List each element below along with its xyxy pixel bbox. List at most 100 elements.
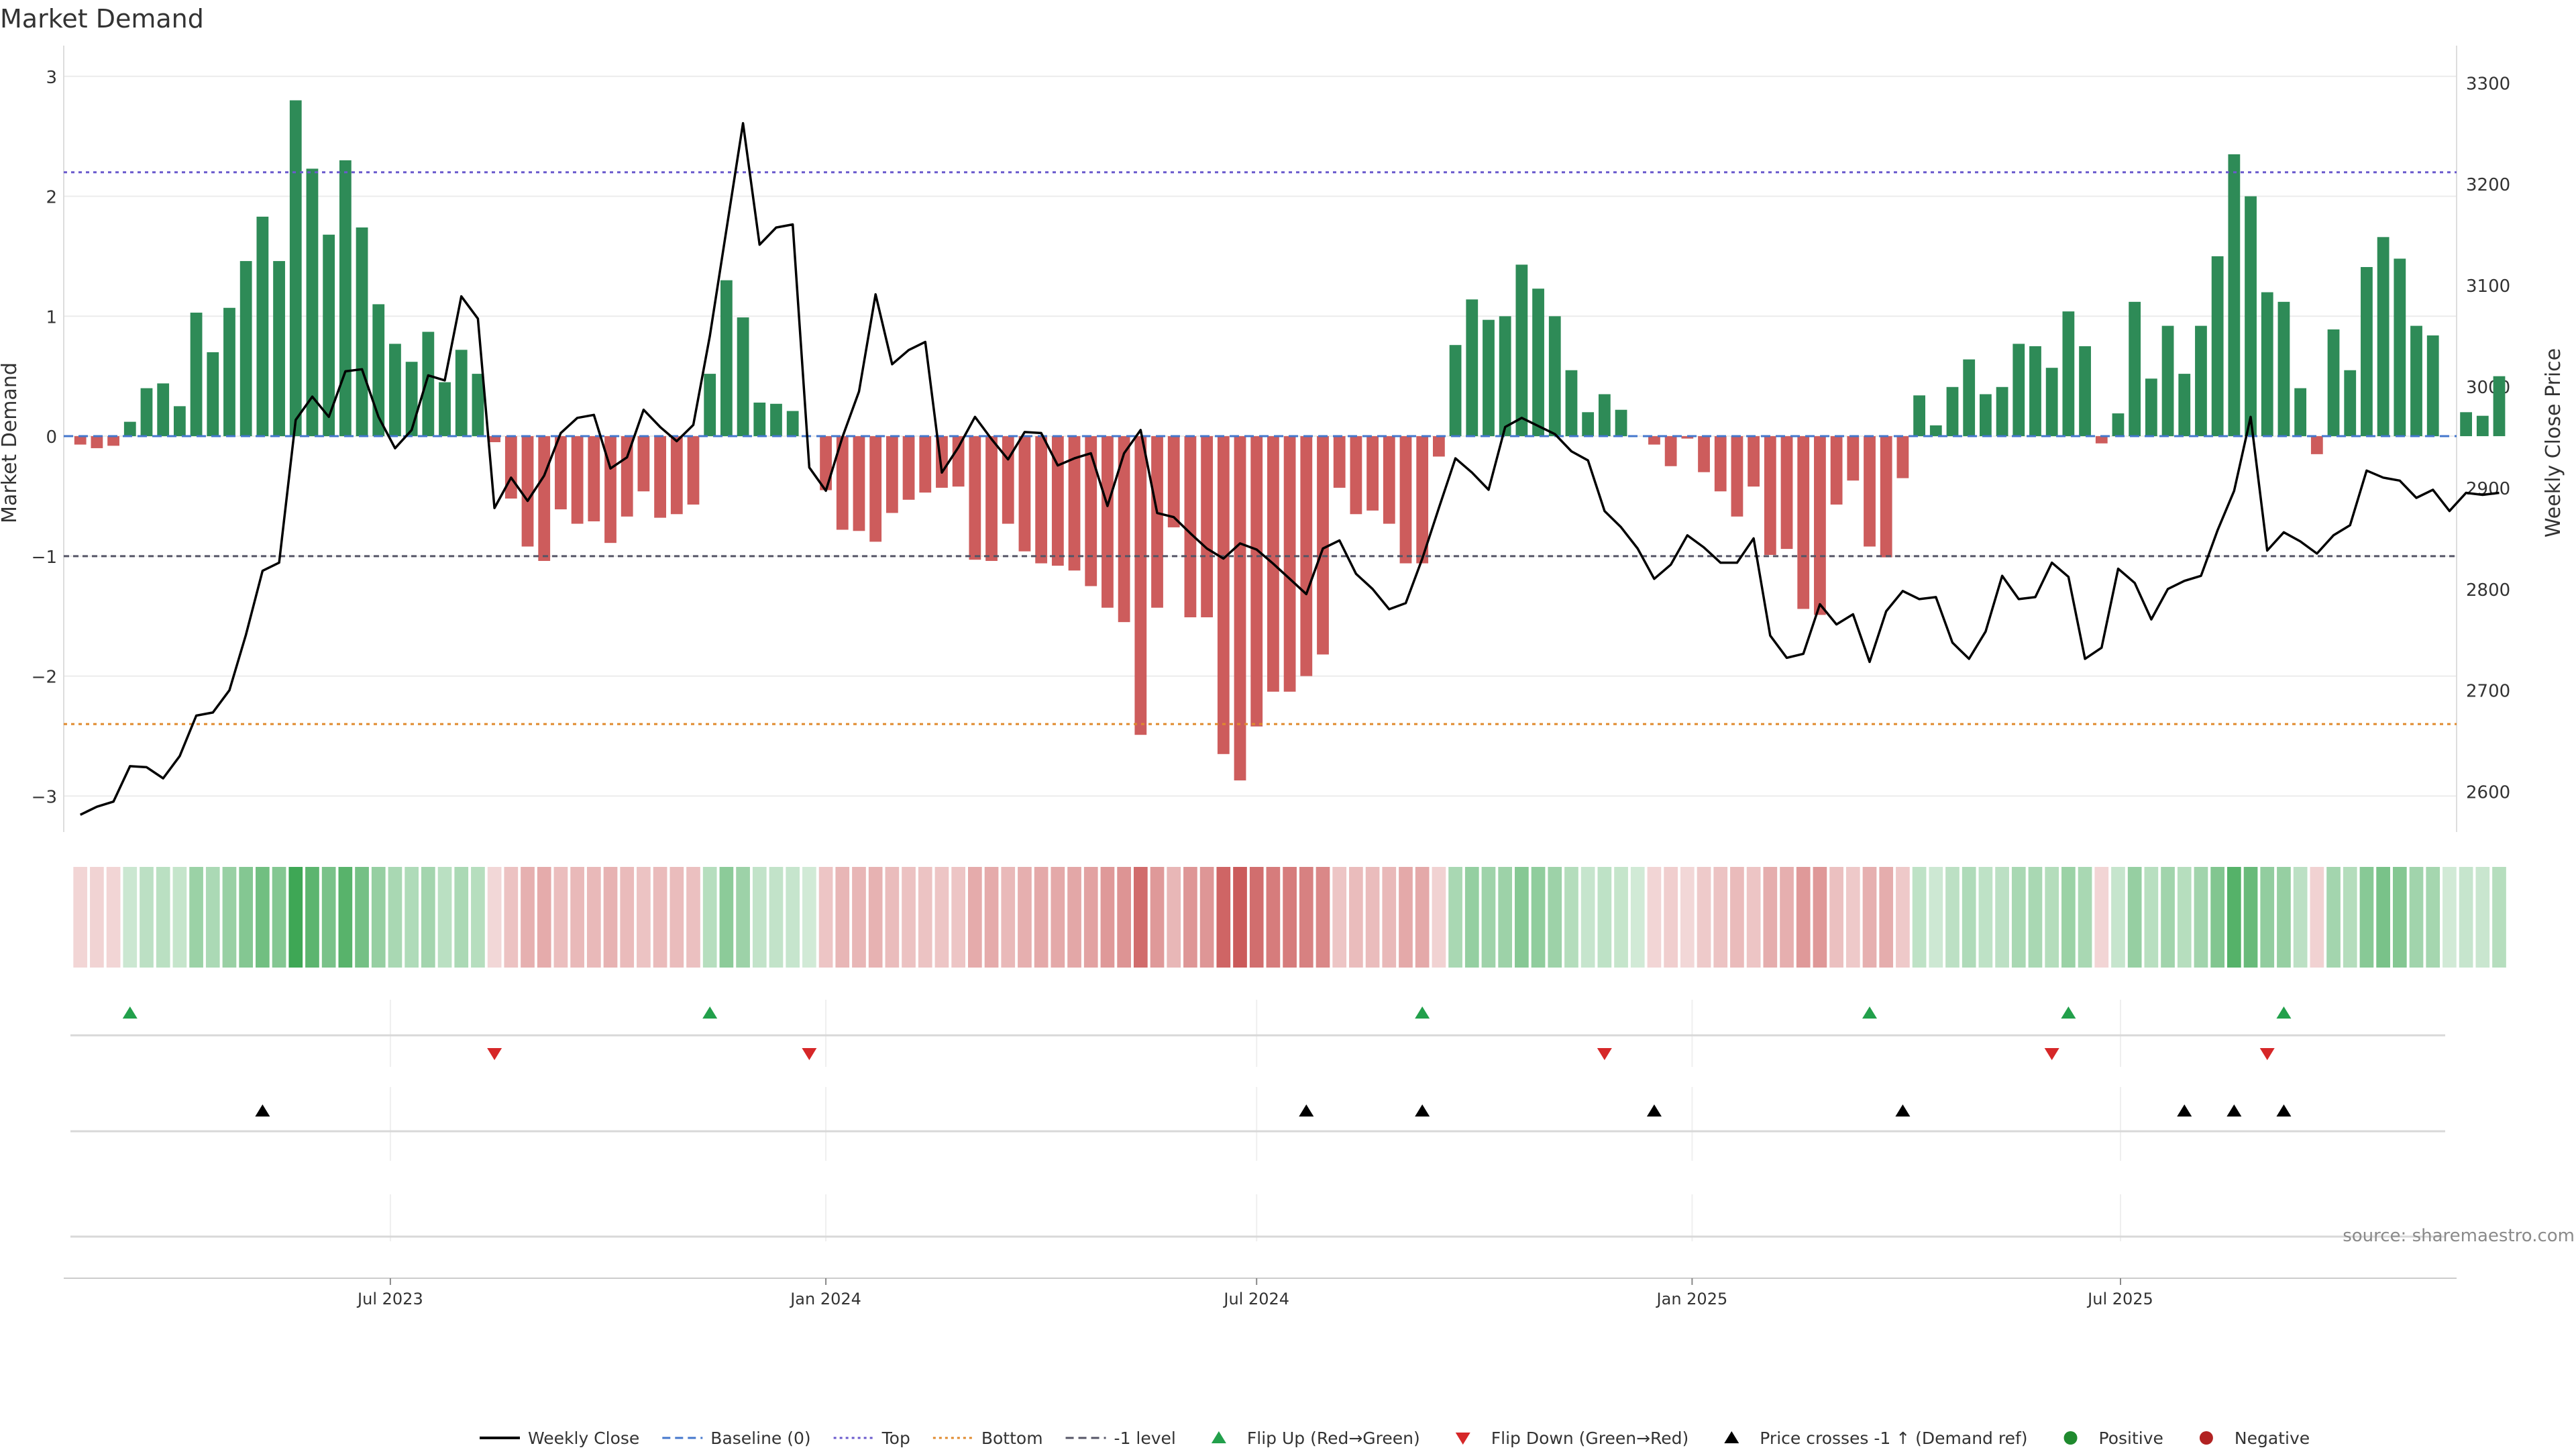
heat-cell — [1100, 867, 1115, 968]
price-cross-marker — [2276, 1104, 2292, 1117]
demand-bar — [1880, 436, 1892, 558]
demand-bar — [2245, 196, 2257, 437]
demand-bar — [1648, 436, 1660, 445]
demand-bar — [1830, 436, 1843, 505]
demand-bar — [1731, 436, 1743, 517]
demand-bar — [2112, 413, 2125, 437]
demand-bar — [306, 168, 319, 437]
demand-bar — [1085, 436, 1097, 586]
demand-bar — [1283, 436, 1296, 692]
heat-cell — [620, 867, 635, 968]
heat-cell — [1597, 867, 1612, 968]
heat-cell — [355, 867, 369, 968]
heat-cell — [1614, 867, 1628, 968]
flip-up-marker — [2061, 1006, 2076, 1019]
demand-bar — [1483, 319, 1495, 437]
heat-cell — [1796, 867, 1811, 968]
demand-bar — [2045, 368, 2058, 437]
heat-cell — [256, 867, 270, 968]
demand-bar — [2095, 436, 2108, 444]
heat-cell — [2293, 867, 2308, 968]
demand-bar — [157, 383, 170, 437]
demand-bar — [2394, 258, 2406, 437]
heat-cell — [2078, 867, 2092, 968]
flip-down-marker — [1597, 1048, 1612, 1060]
demand-bar — [670, 436, 683, 515]
demand-bar — [2129, 301, 2141, 437]
heat-cell — [421, 867, 435, 968]
heat-cell — [1249, 867, 1264, 968]
heat-cell — [2161, 867, 2175, 968]
demand-bar — [1217, 436, 1230, 754]
heat-cell — [1580, 867, 1595, 968]
demand-bar — [2294, 388, 2307, 437]
demand-bar — [1681, 436, 1694, 439]
demand-bar — [2228, 154, 2241, 437]
heat-cell — [305, 867, 319, 968]
demand-bar — [2277, 301, 2290, 437]
heat-cell — [2094, 867, 2109, 968]
flip-up-marker — [1862, 1006, 1878, 1019]
heat-cell — [1349, 867, 1363, 968]
demand-bar — [1797, 436, 1810, 609]
price-cross-marker — [1299, 1104, 1314, 1117]
demand-bar — [2476, 415, 2489, 437]
x-tick-label: Jul 2023 — [356, 1290, 423, 1308]
heat-cell — [338, 867, 353, 968]
demand-bar — [1864, 436, 1876, 547]
demand-bar — [555, 436, 567, 510]
demand-bar — [1151, 436, 1163, 608]
heat-cell — [934, 867, 949, 968]
demand-bar — [1201, 436, 1214, 618]
heat-cell — [2260, 867, 2275, 968]
flip-up-marker — [702, 1006, 718, 1019]
demand-bar — [1780, 436, 1793, 550]
legend-label: Positive — [2099, 1429, 2163, 1448]
legend-label: Negative — [2235, 1429, 2310, 1448]
y-tick-label: 0 — [46, 427, 57, 448]
chart-title: Market Demand — [0, 4, 204, 34]
heat-cell — [189, 867, 203, 968]
demand-bar — [704, 374, 716, 437]
demand-bar — [1565, 370, 1578, 437]
heat-cell — [1216, 867, 1231, 968]
heat-cell — [570, 867, 584, 968]
demand-bar — [1963, 359, 1976, 437]
demand-bar — [1432, 436, 1445, 457]
demand-bar — [339, 160, 352, 437]
demand-bar — [521, 436, 534, 547]
demand-bar — [1499, 316, 1511, 437]
demand-bar — [1548, 316, 1561, 437]
heat-cell — [1382, 867, 1397, 968]
demand-bar — [571, 436, 584, 524]
heat-cell — [553, 867, 568, 968]
demand-bar — [770, 403, 782, 437]
y-tick-label: 1 — [46, 307, 57, 327]
heat-cell — [1150, 867, 1165, 968]
demand-bar — [737, 317, 749, 437]
demand-bar — [2195, 325, 2207, 437]
demand-bar — [488, 436, 501, 442]
demand-bar — [1449, 345, 1462, 437]
heat-cell — [586, 867, 601, 968]
heat-cell — [1647, 867, 1662, 968]
flip-up-marker — [122, 1006, 138, 1019]
demand-bar — [107, 436, 119, 446]
heat-cell — [388, 867, 402, 968]
demand-bar — [405, 362, 418, 437]
heat-cell — [1912, 867, 1927, 968]
legend-swatch — [1724, 1431, 1739, 1443]
price-cross-marker — [1895, 1104, 1911, 1117]
heat-cell — [454, 867, 469, 968]
demand-bar — [2161, 325, 2174, 437]
legend-item: Top — [833, 1429, 910, 1448]
heat-cell — [2492, 867, 2506, 968]
demand-bar — [1979, 394, 1992, 437]
heat-cell — [984, 867, 999, 968]
demand-bar — [885, 436, 898, 513]
legend-item: Positive — [2063, 1429, 2163, 1448]
legend-swatch — [2199, 1431, 2213, 1445]
heat-cell — [1697, 867, 1711, 968]
demand-bar — [2460, 412, 2473, 437]
